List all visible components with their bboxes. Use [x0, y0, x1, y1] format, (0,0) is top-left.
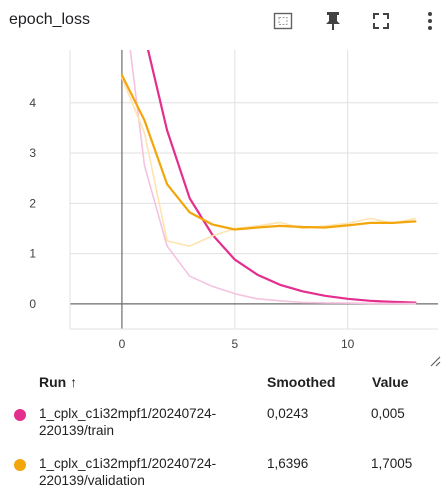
resize-handle-icon[interactable] [428, 354, 442, 368]
table-row-validation[interactable]: 1_cplx_c1i32mpf1/20240724- 220139/valida… [0, 455, 448, 493]
run-name-line2: 220139/validation [39, 473, 145, 488]
smoothed-value-train: 0,0243 [267, 406, 309, 421]
run-name-line1: 1_cplx_c1i32mpf1/20240724- [39, 406, 217, 421]
fit-domain-glyph [273, 12, 293, 30]
pin-icon[interactable] [320, 8, 346, 34]
fullscreen-icon[interactable] [368, 8, 394, 34]
table-row-train[interactable]: 1_cplx_c1i32mpf1/20240724- 220139/train … [0, 405, 448, 443]
x-tick-label: 10 [341, 337, 355, 351]
value-validation: 1,7005 [371, 456, 413, 471]
card-header: epoch_loss [0, 0, 448, 44]
train-color-dot [14, 409, 26, 421]
smoothed-column-header[interactable]: Smoothed [267, 374, 336, 390]
y-tick-label: 2 [29, 196, 36, 210]
more-vert-icon[interactable] [420, 8, 440, 34]
fullscreen-glyph [373, 13, 389, 29]
run-name-validation: 1_cplx_c1i32mpf1/20240724- 220139/valida… [39, 455, 264, 489]
smoothed-value-validation: 1,6396 [267, 456, 309, 471]
y-tick-label: 1 [29, 247, 36, 261]
chart-title: epoch_loss [9, 11, 90, 28]
value-column-header[interactable]: Value [372, 374, 409, 390]
series-line-train-smoothed [146, 50, 417, 304]
run-column-header[interactable]: Run ↑ [39, 374, 78, 390]
run-name-line1: 1_cplx_c1i32mpf1/20240724- [39, 456, 217, 471]
x-tick-label: 0 [119, 337, 126, 351]
resize-glyph [430, 356, 441, 367]
line-chart[interactable]: 0 1 2 3 4 0 5 10 [0, 44, 448, 370]
fit-domain-icon[interactable] [270, 8, 296, 34]
series-line-train-raw [129, 50, 417, 305]
series-line-validation-smoothed [120, 74, 417, 231]
validation-color-dot [14, 459, 26, 471]
y-tick-label: 0 [29, 297, 36, 311]
x-tick-label: 5 [231, 337, 238, 351]
chart-area[interactable]: 0 1 2 3 4 0 5 10 [0, 44, 448, 370]
run-name-train: 1_cplx_c1i32mpf1/20240724- 220139/train [39, 405, 264, 439]
series-line-validation-raw [121, 76, 417, 247]
value-train: 0,005 [371, 406, 405, 421]
y-tick-label: 3 [29, 146, 36, 160]
more-vert-glyph [428, 12, 432, 30]
pin-glyph [326, 12, 340, 30]
y-tick-label: 4 [29, 96, 36, 110]
run-name-line2: 220139/train [39, 423, 115, 438]
